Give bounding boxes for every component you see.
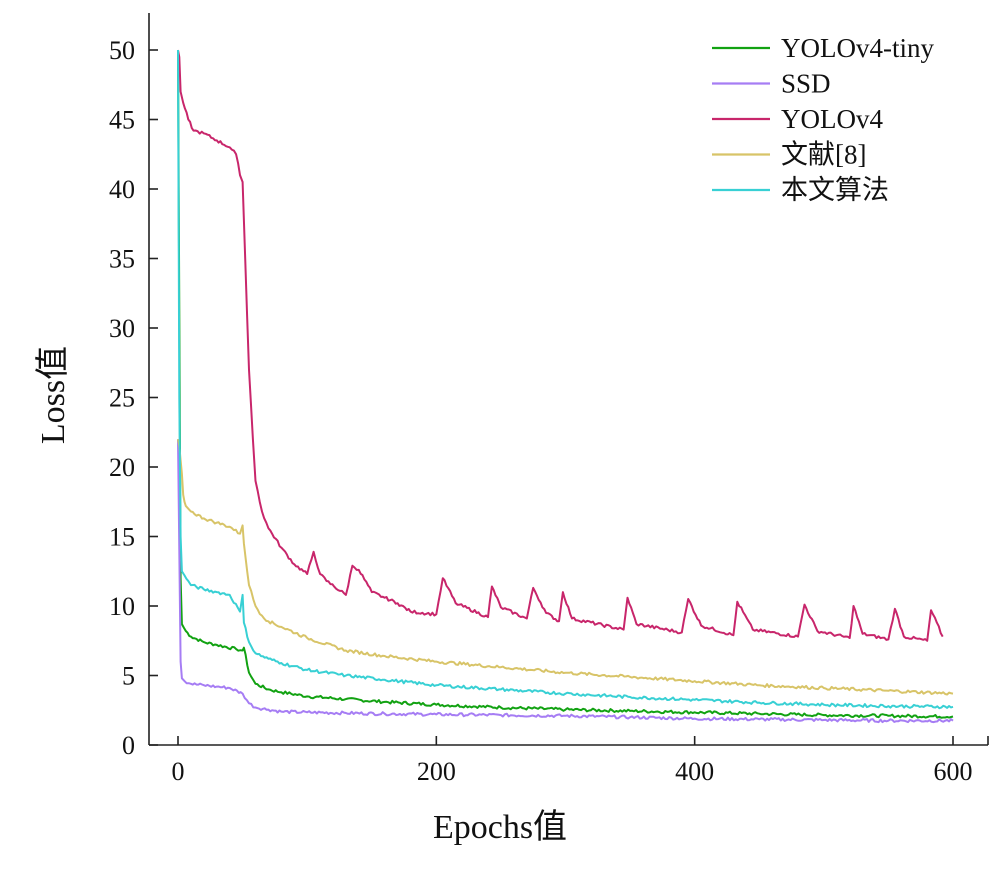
legend-label: 本文算法 [781,175,889,205]
y-tick-label: 15 [109,523,135,552]
series-line-2 [177,439,954,724]
y-tick-label: 40 [109,175,135,204]
x-axis-title: Epochs值 [433,808,567,846]
y-tick-label: 25 [109,384,135,413]
y-tick-label: 30 [109,314,135,343]
y-tick-label: 10 [109,592,135,621]
x-tick-label: 600 [934,757,973,786]
series-line-3 [177,49,944,642]
series-lines [177,49,954,724]
x-tick-label: 400 [675,757,714,786]
series-line-1 [177,49,954,719]
legend: YOLOv4-tiny SSD YOLOv4 文献[8] 本文算法 [712,33,934,205]
y-tick-label: 5 [122,662,135,691]
y-ticks: 0 5 10 15 20 25 30 35 40 45 50 [109,36,158,760]
y-tick-label: 20 [109,453,135,482]
y-axis-title: Loss值 [34,346,72,444]
series-line-4 [177,439,954,696]
x-tick-label: 0 [172,757,185,786]
y-tick-label: 35 [109,245,135,274]
legend-label: YOLOv4-tiny [781,33,934,63]
y-tick-label: 0 [122,731,135,760]
legend-label: YOLOv4 [781,104,883,134]
y-tick-label: 45 [109,106,135,135]
axes [148,13,989,746]
x-tick-label: 200 [417,757,456,786]
legend-label: SSD [781,69,831,99]
x-ticks: 0 200 400 600 [172,736,973,786]
legend-label: 文献[8] [781,140,866,170]
series-line-5 [177,49,954,710]
y-tick-label: 50 [109,36,135,65]
